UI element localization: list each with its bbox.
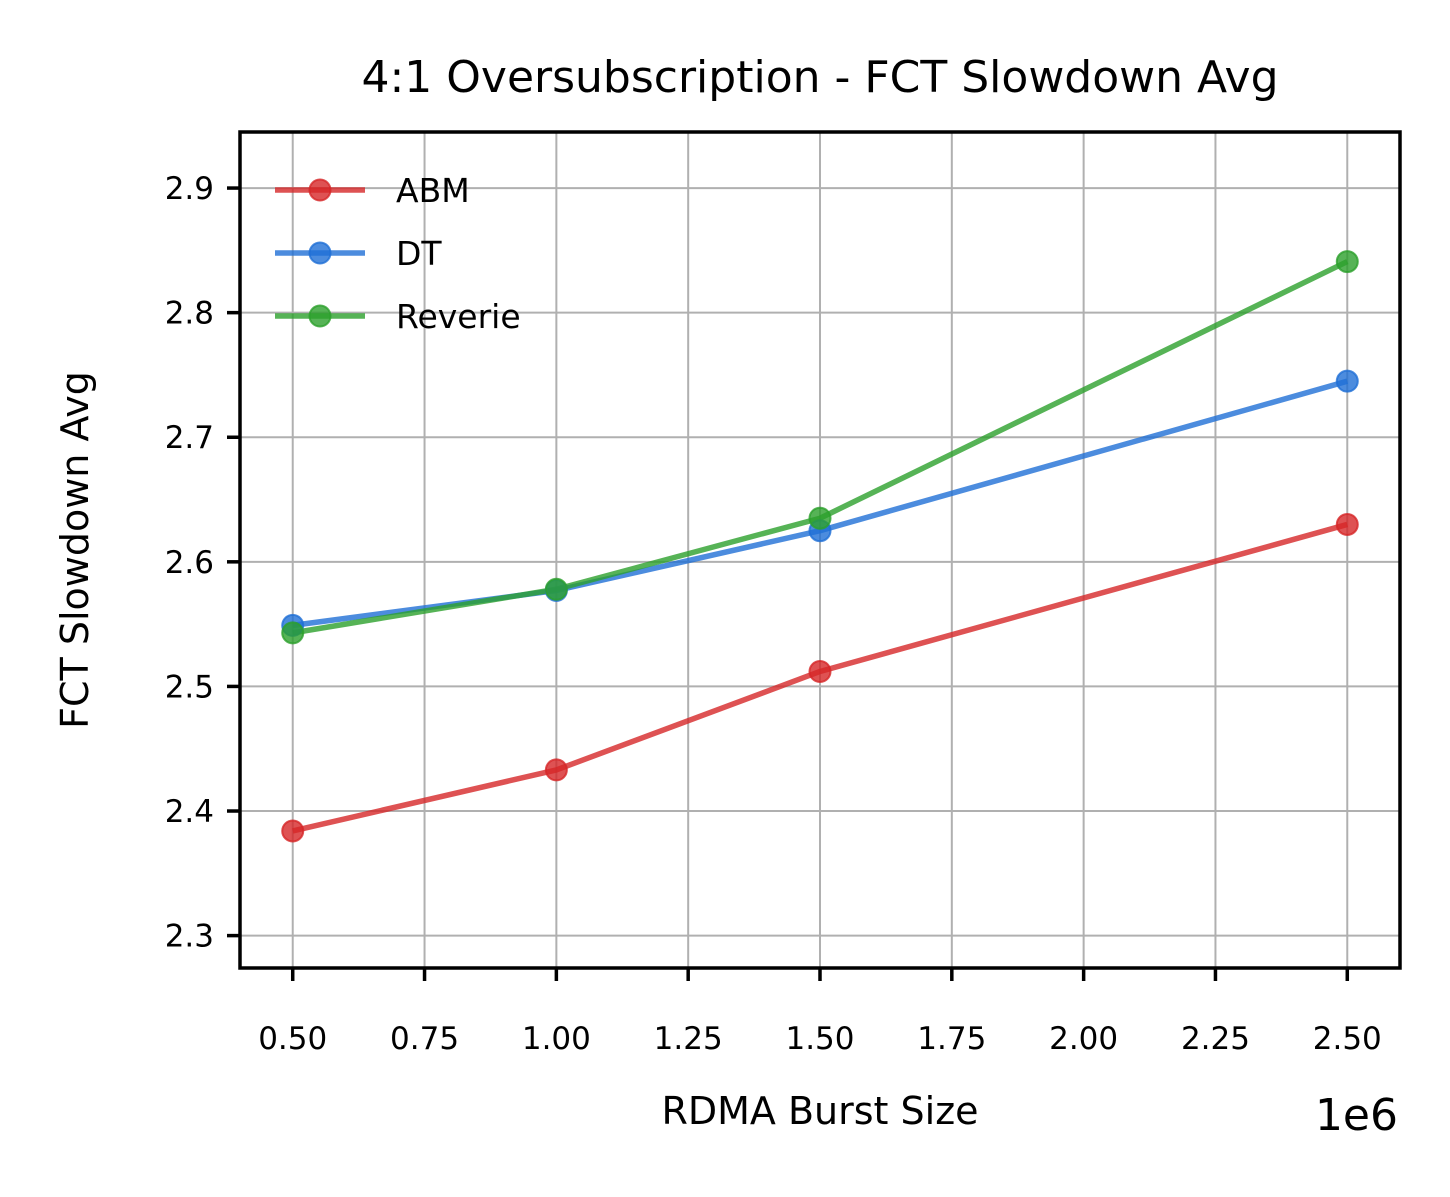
legend-marker-reverie (308, 304, 332, 328)
x-axis-ticks: 0.50 0.75 1.00 1.25 1.50 1.75 2.00 2.25 2.50 (258, 968, 1382, 1057)
data-point-reverie (281, 621, 305, 645)
data-point-abm (1335, 512, 1359, 536)
data-point-reverie (544, 577, 568, 601)
y-axis-ticks: 2.3 2.4 2.5 2.6 2.7 2.8 2.9 (165, 171, 240, 955)
legend-label-abm: ABM (396, 171, 470, 210)
x-tick-label: 2.00 (1049, 1021, 1118, 1057)
y-axis-label: FCT Slowdown Avg (53, 371, 97, 729)
data-point-reverie (1335, 250, 1359, 274)
x-tick-label: 0.50 (258, 1021, 327, 1057)
y-tick-label: 2.4 (165, 794, 214, 830)
legend-marker-dt (308, 241, 332, 265)
legend-label-dt: DT (396, 234, 442, 273)
legend-label-reverie: Reverie (396, 297, 521, 336)
y-tick-label: 2.5 (165, 669, 214, 705)
series-points (281, 250, 1359, 843)
data-point-abm (281, 819, 305, 843)
series-line-dt (292, 378, 1349, 629)
x-axis-label: RDMA Burst Size (661, 1089, 978, 1133)
x-tick-label: 2.25 (1181, 1021, 1250, 1057)
x-tick-label: 1.25 (654, 1021, 723, 1057)
y-tick-label: 2.9 (165, 171, 214, 207)
series-lines (292, 259, 1349, 834)
legend-marker-abm (308, 178, 332, 202)
data-point-abm (544, 758, 568, 782)
y-tick-label: 2.3 (165, 919, 214, 955)
x-tick-label: 1.50 (785, 1021, 854, 1057)
chart-title: 4:1 Oversubscription - FCT Slowdown Avg (361, 52, 1278, 103)
series-line-reverie (292, 259, 1349, 636)
y-tick-label: 2.8 (165, 296, 214, 332)
x-axis-offset-label: 1e6 (1315, 1090, 1398, 1141)
x-tick-label: 2.50 (1313, 1021, 1382, 1057)
series-line-abm (292, 521, 1349, 834)
legend: ABM DT Reverie (275, 171, 521, 336)
data-point-abm (808, 659, 832, 683)
y-tick-label: 2.6 (165, 545, 214, 581)
data-point-dt (1335, 369, 1359, 393)
data-point-reverie (808, 506, 832, 530)
x-tick-label: 1.00 (522, 1021, 591, 1057)
x-tick-label: 1.75 (917, 1021, 986, 1057)
x-tick-label: 0.75 (390, 1021, 459, 1057)
y-tick-label: 2.7 (165, 420, 214, 456)
